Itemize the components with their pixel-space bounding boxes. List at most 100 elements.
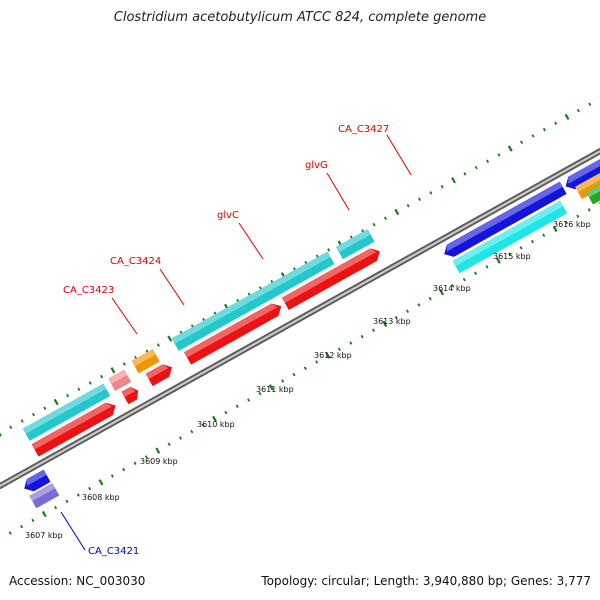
tick-mark — [281, 379, 285, 383]
tick-mark — [88, 381, 92, 385]
tick-mark — [417, 197, 421, 202]
tick-mark — [554, 121, 558, 125]
gene-label-glvc[interactable]: glvC — [217, 210, 239, 221]
tick-mark — [587, 208, 591, 212]
gene-highlight — [145, 364, 169, 379]
gene-label-ca-c3421[interactable]: CA_C3421 — [88, 546, 139, 557]
tick-mark — [440, 184, 444, 189]
tick-marks — [0, 96, 600, 541]
tick-mark — [564, 113, 570, 121]
gene-highlight — [22, 383, 107, 434]
gene-arrow[interactable] — [121, 387, 139, 405]
tick-mark — [474, 165, 478, 170]
genome-backbone — [0, 147, 600, 490]
leader-line — [238, 222, 264, 260]
gene-arrow[interactable] — [351, 248, 380, 272]
gene-highlight — [351, 248, 377, 264]
tick-mark — [383, 216, 387, 221]
tick-mark — [542, 127, 546, 132]
tick-mark — [268, 384, 274, 391]
tick-mark — [258, 391, 262, 396]
gene-feature[interactable] — [575, 162, 600, 200]
tick-mark — [462, 277, 466, 282]
gene-highlight — [336, 229, 371, 253]
tick-mark — [110, 367, 116, 374]
scale-label: 3610 kbp — [197, 420, 235, 429]
leader-line — [60, 511, 86, 551]
tick-mark — [235, 404, 239, 409]
gene-highlight — [282, 256, 363, 303]
tick-mark — [292, 372, 296, 377]
tick-mark — [122, 362, 126, 366]
tick-mark — [451, 177, 456, 184]
gene-feature[interactable] — [108, 369, 131, 391]
gene-body — [282, 256, 366, 310]
scale-label: 3609 kbp — [140, 457, 178, 466]
gene-feature[interactable] — [131, 349, 160, 374]
tick-mark — [212, 415, 217, 423]
tick-mark — [43, 406, 47, 411]
leader-line — [111, 297, 138, 335]
tick-mark — [54, 505, 58, 510]
gene-label-ca-c3424[interactable]: CA_C3424 — [110, 256, 161, 267]
tick-mark — [451, 284, 455, 288]
tick-mark — [463, 172, 467, 176]
leader-line — [326, 172, 350, 211]
scale-label: 3613 kbp — [373, 317, 411, 326]
gene-arrow[interactable] — [24, 469, 51, 492]
gene-arrow[interactable] — [444, 181, 567, 257]
tick-mark — [167, 442, 171, 447]
tick-mark — [178, 436, 182, 440]
tick-mark — [485, 265, 489, 269]
tick-mark — [327, 248, 331, 252]
tick-mark — [53, 398, 59, 406]
gene-feature[interactable] — [452, 200, 567, 274]
gene-feature[interactable] — [29, 483, 60, 509]
tick-mark — [530, 239, 534, 244]
gene-feature[interactable] — [22, 383, 111, 441]
gene-feature[interactable] — [171, 251, 335, 351]
scale-label: 3616 kbp — [553, 220, 591, 229]
tick-mark — [144, 455, 148, 459]
tick-mark — [497, 153, 501, 157]
gene-arrow[interactable] — [282, 256, 366, 310]
label-leader-lines — [60, 134, 412, 551]
tick-mark — [372, 222, 376, 227]
tick-mark — [531, 134, 535, 138]
gene-arrow[interactable] — [565, 156, 600, 190]
tick-mark — [361, 229, 365, 233]
scale-labels: 3607 kbp 3608 kbp 3609 kbp 3610 kbp 3611… — [25, 220, 591, 540]
gene-arrow[interactable] — [184, 303, 282, 365]
gene-highlight — [568, 159, 600, 184]
scale-label: 3607 kbp — [25, 531, 63, 540]
tick-mark — [304, 260, 308, 265]
gene-arrow[interactable] — [145, 364, 172, 387]
scale-label: 3615 kbp — [493, 252, 531, 261]
gene-arrow[interactable] — [31, 402, 116, 457]
gene-body — [145, 364, 172, 386]
gene-feature[interactable] — [336, 229, 375, 260]
gene-label-ca-c3427[interactable]: CA_C3427 — [338, 124, 389, 135]
tick-mark — [110, 474, 114, 478]
tick-mark — [337, 347, 341, 352]
gene-feature[interactable] — [586, 168, 600, 205]
gene-features[interactable] — [0, 156, 600, 509]
tick-mark — [190, 429, 194, 434]
tick-mark — [315, 254, 319, 259]
gene-label-ca-c3423[interactable]: CA_C3423 — [63, 285, 114, 296]
tick-mark — [31, 518, 35, 523]
gene-highlight — [586, 184, 600, 198]
gene-highlight — [171, 251, 331, 344]
tick-mark — [20, 524, 24, 529]
tick-mark — [9, 425, 13, 430]
scale-label: 3612 kbp — [314, 351, 352, 360]
gene-body — [184, 303, 282, 365]
tick-mark — [8, 531, 12, 535]
gene-label-glvg[interactable]: glvG — [305, 160, 328, 171]
tick-mark — [325, 352, 331, 359]
tick-mark — [429, 191, 433, 195]
tick-mark — [508, 252, 512, 257]
tick-mark — [122, 467, 126, 472]
gene-highlight — [29, 483, 56, 502]
